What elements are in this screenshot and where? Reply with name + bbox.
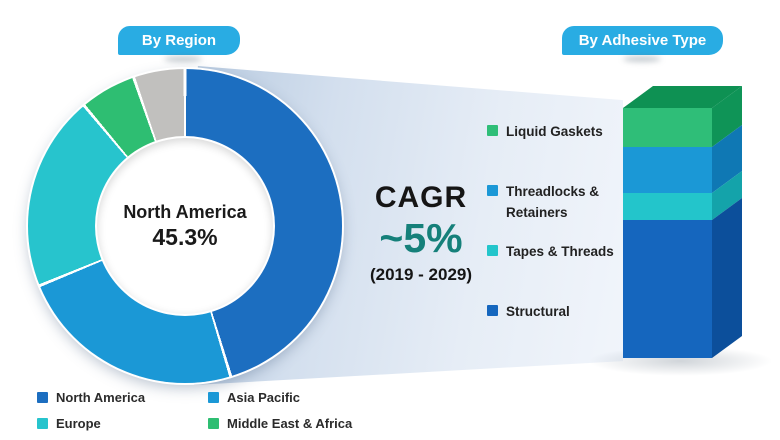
bar-front-face — [623, 108, 712, 358]
legend-swatch — [37, 418, 48, 429]
bar-segment — [623, 108, 712, 147]
adhesive-stacked-bar — [623, 85, 742, 358]
adhesive-type-legend: Liquid Gaskets Threadlocks & Retainers Tap… — [487, 118, 619, 338]
region-legend-item: Europe — [37, 416, 208, 431]
adhesive-legend-item: Threadlocks & Retainers — [487, 182, 617, 224]
legend-swatch — [487, 305, 498, 316]
adhesive-legend-item: Liquid Gaskets — [487, 122, 617, 143]
bar-segment-side — [712, 197, 742, 358]
region-legend-item: Asia Pacific — [208, 390, 352, 405]
cagr-period: (2019 - 2029) — [369, 265, 473, 284]
region-legend-item: Middle East & Africa — [208, 416, 352, 431]
region-legend: North America Asia Pacific Europe Middle Ea… — [37, 390, 352, 431]
legend-swatch — [208, 392, 219, 403]
adhesive-legend-item: Tapes & Threads — [487, 242, 617, 263]
legend-label: Tapes & Threads — [506, 244, 614, 259]
bar-segment — [623, 147, 712, 193]
bar-side-face — [712, 85, 742, 358]
bar-top-face — [623, 86, 742, 108]
legend-swatch — [208, 418, 219, 429]
legend-label: Middle East & Africa — [227, 416, 353, 431]
cagr-block: CAGR ~5% (2019 - 2029) — [342, 183, 500, 285]
by-region-button: By Region — [118, 26, 240, 55]
bar-segment — [623, 193, 712, 220]
legend-label: Structural — [506, 304, 570, 319]
legend-label: Threadlocks & Retainers — [506, 184, 600, 220]
donut-center-value: 45.3% — [152, 223, 218, 250]
legend-label: Asia Pacific — [227, 390, 300, 405]
legend-swatch — [37, 392, 48, 403]
cagr-value: ~5% — [379, 215, 463, 261]
region-legend-item: North America — [37, 390, 208, 405]
legend-swatch — [487, 125, 498, 136]
legend-label: Europe — [56, 416, 101, 431]
donut-center-label: North America — [123, 201, 247, 222]
bar-segment — [623, 220, 712, 358]
by-adhesive-type-button: By Adhesive Type — [562, 26, 723, 55]
legend-label: Liquid Gaskets — [506, 124, 603, 139]
donut-hole: North America 45.3% — [97, 138, 273, 314]
region-donut-chart: North America 45.3% — [28, 69, 342, 383]
cagr-title: CAGR — [374, 181, 468, 214]
legend-swatch — [487, 185, 498, 196]
adhesive-legend-item: Structural — [487, 302, 617, 323]
legend-label: North America — [56, 390, 146, 405]
legend-swatch — [487, 245, 498, 256]
